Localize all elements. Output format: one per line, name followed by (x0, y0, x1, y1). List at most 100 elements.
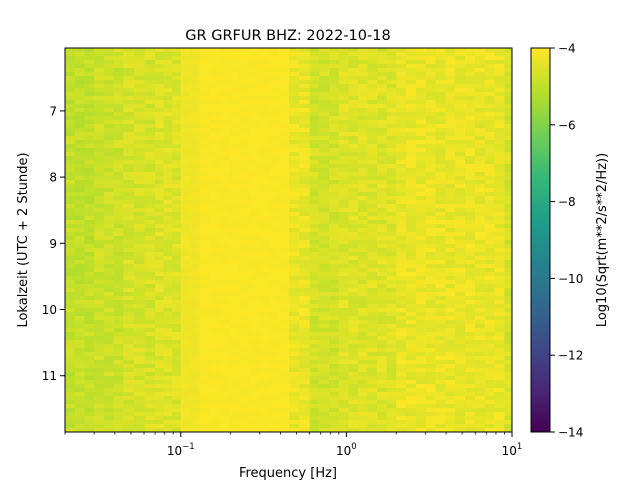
heatmap-cell (84, 424, 95, 429)
heatmap-cell (484, 396, 495, 401)
heatmap-cell (180, 312, 191, 317)
heatmap-cell (338, 276, 349, 281)
heatmap-cell (199, 188, 210, 193)
heatmap-cell (357, 252, 368, 257)
heatmap-cell (229, 68, 240, 73)
heatmap-cell (367, 48, 378, 53)
heatmap-cell (180, 84, 191, 89)
heatmap-cell (74, 408, 85, 413)
heatmap-cell (494, 264, 505, 269)
heatmap-cell (94, 304, 105, 309)
heatmap-cell (259, 120, 270, 125)
heatmap-cell (123, 344, 135, 349)
heatmap-cell (259, 228, 270, 233)
heatmap-cell (435, 296, 446, 301)
heatmap-cell (455, 408, 466, 413)
heatmap-cell (367, 156, 378, 161)
heatmap-cell (74, 68, 85, 73)
heatmap-cell (219, 320, 230, 325)
heatmap-cell (279, 428, 290, 432)
heatmap-cell (259, 404, 270, 409)
heatmap-cell (279, 244, 290, 249)
heatmap-cell (474, 148, 486, 153)
heatmap-cell (279, 348, 290, 353)
heatmap-cell (199, 352, 210, 357)
heatmap-cell (123, 92, 135, 97)
heatmap-cell (180, 320, 191, 325)
heatmap-cell (249, 112, 260, 117)
heatmap-cell (239, 228, 250, 233)
heatmap-cell (133, 304, 145, 309)
heatmap-cell (269, 76, 280, 81)
heatmap-cell (435, 84, 446, 89)
heatmap-cell (484, 252, 495, 257)
heatmap-cell (288, 304, 300, 309)
heatmap-cell (435, 324, 446, 329)
heatmap-cell (229, 316, 240, 321)
heatmap-cell (465, 376, 476, 381)
heatmap-cell (190, 124, 201, 129)
heatmap-cell (209, 364, 220, 369)
heatmap-cell (219, 368, 230, 373)
heatmap-cell (249, 372, 260, 377)
heatmap-cell (377, 132, 388, 137)
heatmap-cell (348, 252, 359, 257)
heatmap-cell (249, 152, 260, 157)
heatmap-cell (474, 116, 486, 121)
heatmap-cell (435, 208, 446, 213)
heatmap-cell (133, 100, 145, 105)
heatmap-cell (279, 116, 290, 121)
heatmap-cell (494, 324, 505, 329)
heatmap-cell (180, 324, 191, 329)
heatmap-cell (309, 344, 320, 349)
heatmap-cell (445, 352, 456, 357)
heatmap-cell (84, 328, 95, 333)
heatmap-cell (465, 352, 476, 357)
heatmap-cell (415, 252, 427, 257)
heatmap-cell (65, 208, 76, 213)
heatmap-cell (155, 308, 165, 313)
heatmap-cell (84, 52, 95, 57)
heatmap-cell (219, 136, 230, 141)
heatmap-cell (386, 172, 397, 177)
heatmap-cell (309, 148, 320, 153)
heatmap-cell (229, 128, 240, 133)
heatmap-cell (455, 160, 466, 165)
heatmap-cell (209, 80, 220, 85)
heatmap-cell (103, 192, 115, 197)
heatmap-cell (435, 384, 446, 389)
heatmap-cell (249, 236, 260, 241)
heatmap-cell (155, 416, 165, 421)
heatmap-cell (435, 176, 446, 181)
heatmap-cell (288, 240, 300, 245)
heatmap-cell (338, 196, 349, 201)
heatmap-cell (269, 108, 280, 113)
heatmap-cell (172, 212, 182, 217)
heatmap-cell (484, 248, 495, 253)
heatmap-cell (84, 184, 95, 189)
heatmap-cell (229, 56, 240, 61)
heatmap-cell (465, 80, 476, 85)
heatmap-cell (484, 360, 495, 365)
heatmap-cell (180, 384, 191, 389)
heatmap-cell (386, 60, 397, 65)
heatmap-cell (367, 96, 378, 101)
heatmap-cell (425, 160, 436, 165)
heatmap-cell (357, 248, 368, 253)
heatmap-cell (144, 304, 156, 309)
heatmap-cell (415, 316, 427, 321)
heatmap-cell (180, 352, 191, 357)
heatmap-cell (406, 240, 417, 245)
heatmap-cell (474, 300, 486, 305)
heatmap-cell (199, 372, 210, 377)
heatmap-cell (163, 404, 173, 409)
heatmap-cell (299, 396, 311, 401)
heatmap-cell (329, 80, 340, 85)
heatmap-cell (155, 248, 165, 253)
heatmap-cell (209, 280, 220, 285)
heatmap-cell (103, 132, 115, 137)
heatmap-cell (435, 352, 446, 357)
heatmap-cell (367, 412, 378, 417)
heatmap-cell (229, 76, 240, 81)
heatmap-cell (259, 360, 270, 365)
